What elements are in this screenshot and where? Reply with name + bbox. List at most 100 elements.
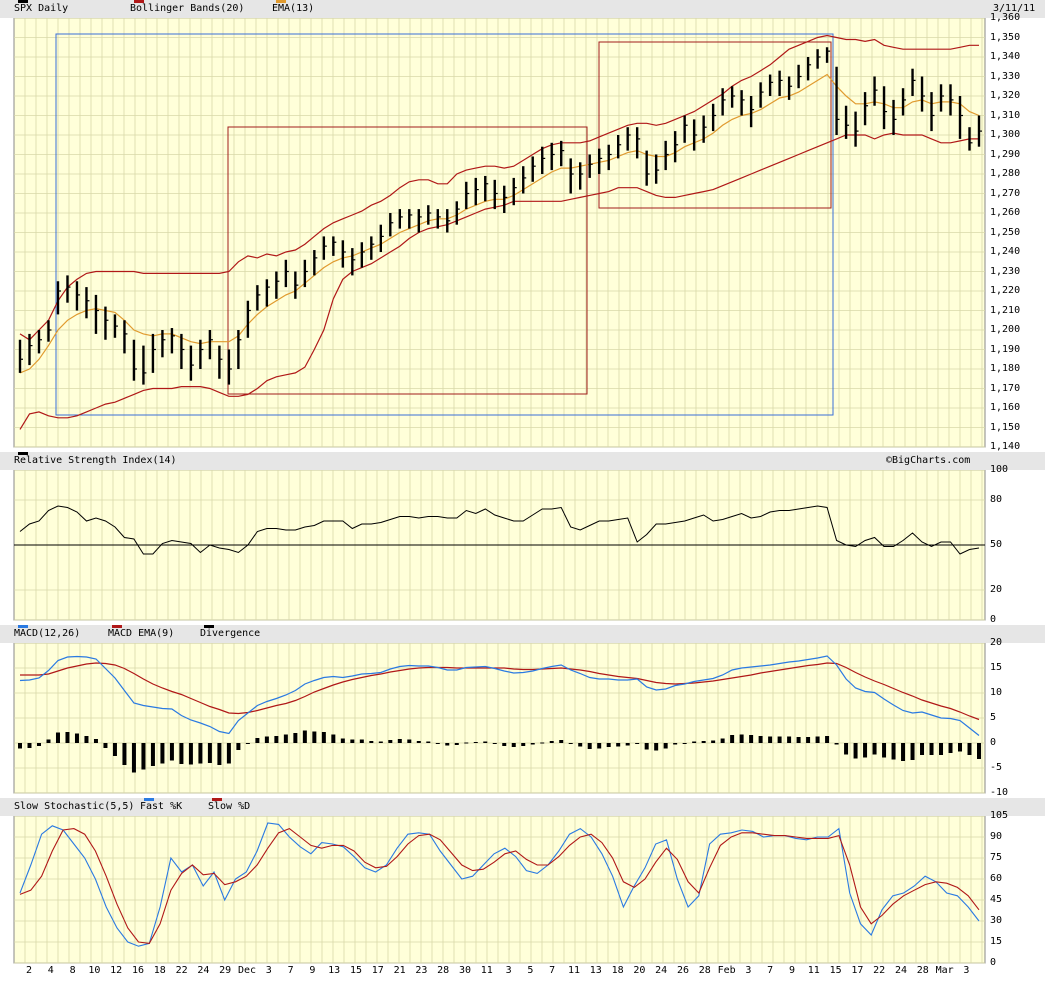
- price-tick-label: 1,260: [990, 207, 1021, 218]
- x-tick-label: 20: [633, 965, 646, 976]
- divergence-bar: [692, 741, 697, 743]
- bollinger-lower-line: [19, 132, 979, 430]
- divergence-bar: [464, 742, 469, 744]
- rsi-swatch: [18, 452, 28, 455]
- slow-d-line: [19, 827, 980, 944]
- price-panel-header: SPX Daily Bollinger Bands(20) EMA(13) 3/…: [0, 0, 1045, 18]
- fast-k-swatch: [144, 798, 154, 801]
- annotation-box-red: [227, 126, 588, 395]
- stochastic-tick-label: 60: [990, 873, 1003, 884]
- stochastic-tick-label: 15: [990, 936, 1003, 947]
- price-tick-label: 1,170: [990, 382, 1021, 394]
- price-tick-label: 1,270: [990, 187, 1021, 199]
- divergence-bar: [711, 740, 716, 743]
- divergence-bar: [350, 739, 355, 743]
- fast-k-line: [19, 822, 980, 947]
- divergence-bar: [844, 743, 849, 755]
- x-tick-label: 5: [527, 965, 534, 976]
- bollinger-upper-line: [19, 34, 979, 341]
- divergence-bar: [207, 743, 212, 763]
- price-tick-label: 1,250: [990, 226, 1021, 238]
- price-tick-label: 1,310: [990, 109, 1021, 121]
- ema-line: [19, 73, 980, 374]
- divergence-bar: [739, 734, 744, 743]
- x-tick-label: Mar: [935, 965, 954, 976]
- divergence-bar: [530, 743, 535, 745]
- slow-d-swatch: [212, 798, 222, 801]
- x-tick-label: 13: [328, 965, 341, 976]
- x-tick-label: 24: [655, 965, 668, 976]
- divergence-bar: [103, 743, 108, 748]
- divergence-bar: [188, 743, 193, 765]
- divergence-bar: [93, 739, 98, 743]
- divergence-bar: [226, 743, 231, 764]
- divergence-bar: [312, 731, 317, 743]
- divergence-bar: [331, 734, 336, 743]
- bollinger-swatch: [134, 0, 144, 3]
- divergence-bar: [293, 733, 298, 743]
- macd-swatch: [18, 625, 28, 628]
- divergence-bar: [511, 743, 516, 747]
- macd-tick-label: 5: [990, 712, 997, 723]
- divergence-swatch: [204, 625, 214, 628]
- stochastic-panel-header: Slow Stochastic(5,5) Fast %K Slow %D: [0, 798, 1045, 816]
- x-tick-label: 21: [393, 965, 406, 976]
- x-tick-label: 8: [69, 965, 76, 976]
- x-tick-label: 17: [851, 965, 864, 976]
- price-tick-label: 1,200: [990, 324, 1021, 335]
- x-tick-label: 7: [767, 965, 774, 976]
- x-tick-label: 17: [371, 965, 384, 976]
- divergence-bar: [882, 743, 887, 758]
- divergence-bar: [758, 736, 763, 743]
- macd-tick-label: 15: [990, 662, 1003, 673]
- divergence-bar: [872, 743, 877, 755]
- x-tick-label: 2: [25, 965, 33, 976]
- divergence-bar: [521, 743, 526, 746]
- price-tick-label: 1,160: [990, 402, 1021, 413]
- x-tick-label: 4: [47, 965, 54, 976]
- divergence-bar: [606, 743, 611, 747]
- price-tick-label: 1,280: [990, 168, 1021, 179]
- divergence-bar: [340, 738, 345, 743]
- x-tick-label: 13: [589, 965, 602, 976]
- divergence-bar: [122, 743, 127, 765]
- macd-tick-label: -5: [990, 762, 1003, 773]
- divergence-bar: [901, 743, 906, 761]
- divergence-bar: [378, 741, 383, 743]
- x-tick-label: 24: [894, 965, 908, 976]
- divergence-bar: [492, 743, 497, 744]
- credit: ©BigCharts.com: [886, 455, 971, 466]
- divergence-bar: [939, 743, 944, 755]
- divergence-bar: [407, 739, 412, 743]
- rsi-tick-label: 20: [990, 584, 1003, 595]
- divergence-bar: [18, 743, 22, 749]
- chart-date: 3/11/11: [993, 3, 1036, 14]
- x-tick-label: 22: [175, 965, 188, 976]
- macd-tick-label: 20: [990, 637, 1003, 648]
- divergence-bar: [359, 739, 364, 743]
- divergence-bar: [74, 733, 79, 743]
- rsi-tick-label: 0: [990, 614, 997, 625]
- price-tick-label: 1,190: [990, 343, 1021, 355]
- divergence-bar: [559, 740, 564, 743]
- price-tick-label: 1,330: [990, 70, 1021, 82]
- divergence-bar: [682, 743, 687, 744]
- price-tick-label: 1,320: [990, 90, 1021, 101]
- x-tick-label: 11: [480, 965, 493, 976]
- divergence-bar: [977, 743, 981, 759]
- divergence-bar: [948, 743, 953, 753]
- divergence-bar: [255, 738, 260, 743]
- divergence-bar: [967, 743, 972, 755]
- divergence-bar: [929, 743, 934, 755]
- price-tick-label: 1,150: [990, 421, 1021, 433]
- price-tick-label: 1,240: [990, 246, 1021, 257]
- x-tick-label: 11: [807, 965, 820, 976]
- macd-ema-swatch: [112, 625, 122, 628]
- divergence-bar: [663, 743, 668, 749]
- x-tick-label: Feb: [717, 965, 736, 976]
- divergence-bar: [701, 741, 706, 743]
- price-tick-label: 1,230: [990, 265, 1021, 277]
- divergence-bar: [635, 743, 640, 744]
- divergence-bar: [578, 743, 583, 747]
- macd-tick-label: 0: [990, 737, 997, 748]
